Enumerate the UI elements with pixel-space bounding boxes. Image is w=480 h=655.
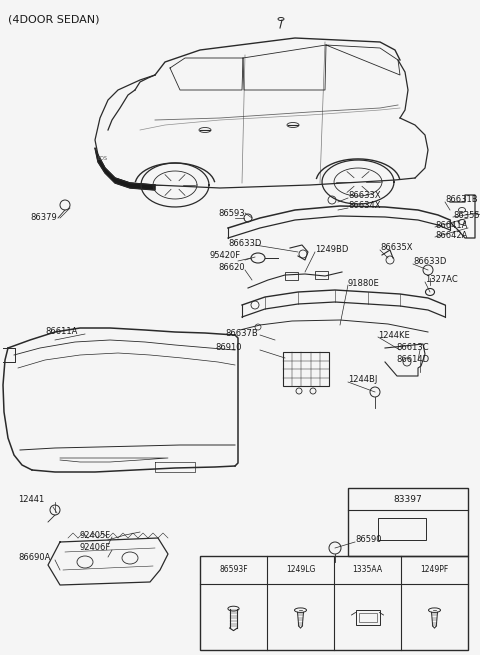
Text: 92405F: 92405F — [80, 531, 111, 540]
Text: 86611A: 86611A — [45, 328, 77, 337]
Text: 86633D: 86633D — [228, 238, 262, 248]
Bar — [348, 488, 468, 556]
Text: 86355K: 86355K — [453, 210, 480, 219]
Text: 83397: 83397 — [394, 495, 422, 504]
Text: 1335AA: 1335AA — [352, 565, 383, 574]
Text: 86620: 86620 — [218, 263, 245, 272]
Text: 86379: 86379 — [30, 214, 57, 223]
Bar — [315, 271, 328, 279]
Text: 86593F: 86593F — [219, 565, 248, 574]
Text: 86613C: 86613C — [396, 343, 429, 352]
Text: 92406F: 92406F — [80, 544, 111, 553]
Text: 1244BJ: 1244BJ — [348, 375, 377, 384]
Text: 1327AC: 1327AC — [425, 276, 458, 284]
Text: 86690A: 86690A — [18, 553, 50, 563]
Text: (4DOOR SEDAN): (4DOOR SEDAN) — [8, 14, 99, 24]
Text: 12441: 12441 — [18, 495, 44, 504]
Bar — [359, 612, 376, 622]
Text: EOS: EOS — [98, 155, 108, 160]
Polygon shape — [95, 148, 155, 190]
Text: 86642A: 86642A — [435, 231, 468, 240]
Text: 86641A: 86641A — [435, 221, 468, 229]
Bar — [378, 518, 426, 540]
Text: 1249BD: 1249BD — [315, 246, 348, 255]
Bar — [283, 352, 329, 386]
Text: 86633X: 86633X — [348, 191, 381, 200]
Text: 86635X: 86635X — [380, 244, 412, 252]
Text: 86590: 86590 — [355, 536, 382, 544]
Text: 1249LG: 1249LG — [286, 565, 315, 574]
Bar — [200, 556, 468, 650]
Text: 86910: 86910 — [215, 343, 241, 352]
Text: 86631B: 86631B — [445, 195, 478, 204]
Text: 86614D: 86614D — [396, 356, 429, 364]
Text: 86633D: 86633D — [413, 257, 446, 267]
Bar — [356, 610, 380, 624]
Text: 86593: 86593 — [218, 208, 245, 217]
Bar — [285, 272, 298, 280]
Text: 86637B: 86637B — [225, 329, 258, 337]
Text: 95420F: 95420F — [210, 250, 241, 259]
Text: 1249PF: 1249PF — [420, 565, 449, 574]
Text: 91880E: 91880E — [348, 278, 380, 288]
Text: 1244KE: 1244KE — [378, 331, 410, 339]
Text: 86634X: 86634X — [348, 200, 381, 210]
